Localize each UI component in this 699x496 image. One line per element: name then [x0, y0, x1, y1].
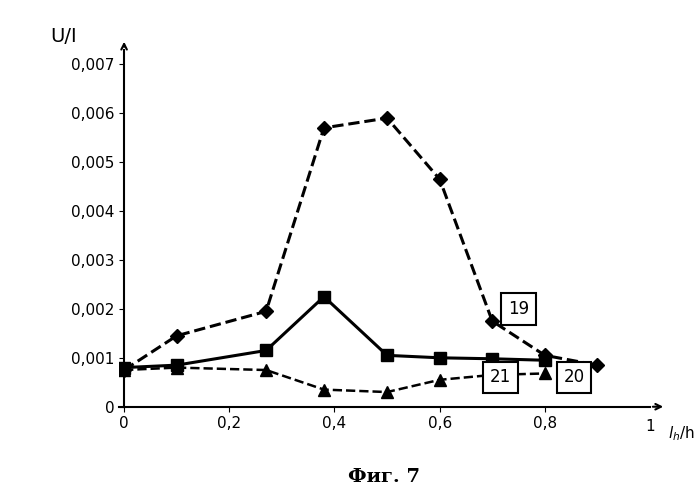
Text: 21: 21	[489, 369, 511, 386]
Text: 20: 20	[563, 369, 584, 386]
Text: 19: 19	[508, 300, 529, 318]
Text: 1: 1	[645, 419, 655, 434]
Text: $l_h$/h: $l_h$/h	[668, 424, 696, 442]
Text: Фиг. 7: Фиг. 7	[348, 468, 421, 486]
Text: U/I: U/I	[50, 27, 76, 46]
